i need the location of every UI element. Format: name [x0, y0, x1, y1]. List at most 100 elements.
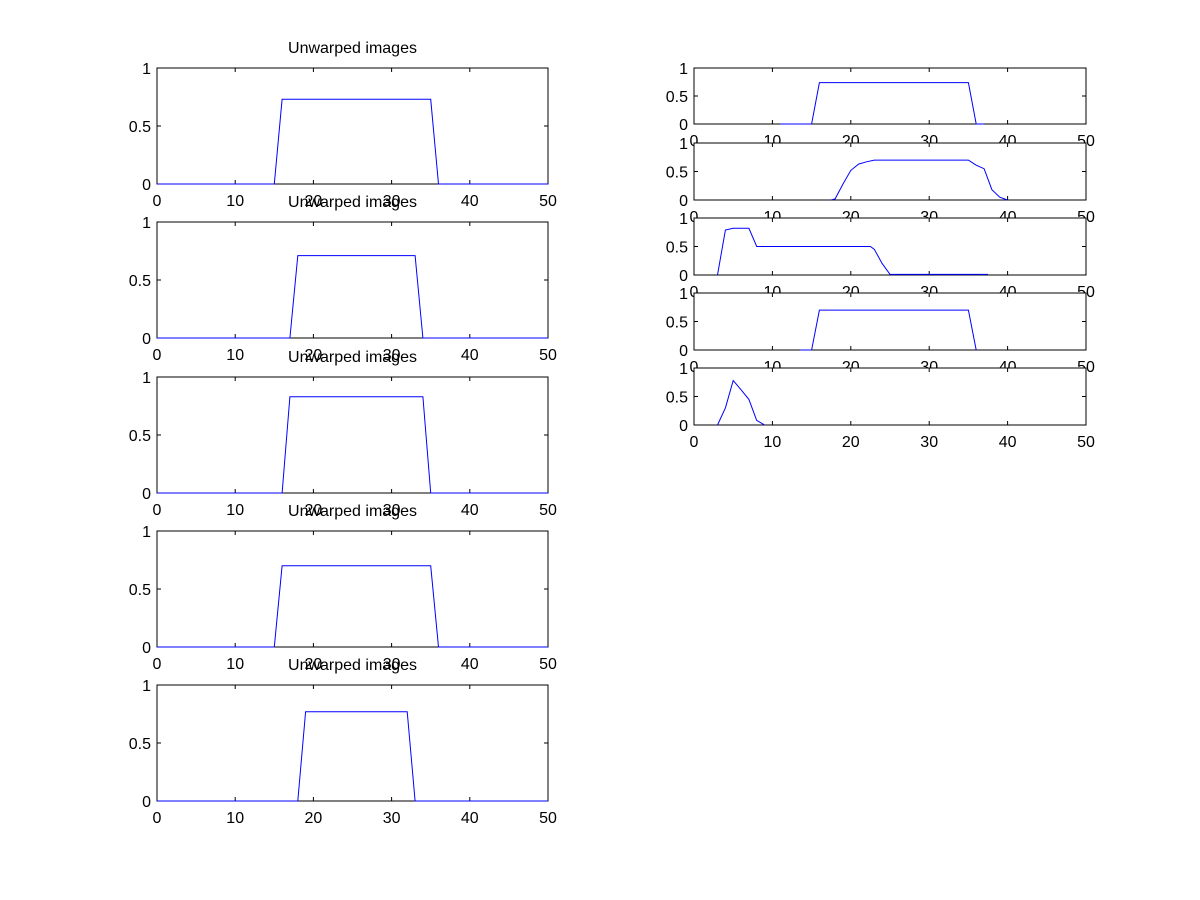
axes-frame [693, 367, 1087, 426]
y-tick-label: 0 [679, 418, 688, 435]
x-tick-label: 50 [539, 810, 557, 827]
x-tick-label: 10 [226, 502, 244, 519]
x-tick-label: 20 [305, 810, 323, 827]
series-line-1 [157, 98, 548, 185]
axes-title: Unwarped images [288, 40, 417, 57]
x-tick-label: 20 [842, 434, 860, 451]
x-tick-label: 10 [764, 434, 782, 451]
y-tick-label: 1 [679, 286, 688, 303]
x-tick-label: 10 [226, 193, 244, 210]
series-line-1 [831, 159, 1008, 201]
axes-frame [156, 684, 549, 802]
y-tick-label: 0 [679, 117, 688, 134]
x-tick-label: 50 [539, 656, 557, 673]
y-tick-label: 0 [142, 331, 151, 348]
series-line-1 [717, 227, 988, 276]
y-tick-label: 1 [142, 524, 151, 541]
x-tick-label: 0 [153, 502, 162, 519]
x-tick-label: 40 [461, 193, 479, 210]
y-tick-label: 0.5 [666, 315, 688, 332]
y-tick-label: 1 [679, 61, 688, 78]
x-tick-label: 0 [690, 133, 699, 150]
x-tick-label: 0 [690, 434, 699, 451]
series-line-1 [157, 711, 548, 802]
axes-panel-10: 0 10 20 30 40 50 0 0.5 1 [666, 361, 1095, 451]
y-tick-label: 0.5 [129, 736, 151, 753]
axes-frame [156, 221, 549, 339]
y-tick-label: 0 [679, 343, 688, 360]
x-tick-label: 30 [383, 347, 401, 364]
x-tick-label: 50 [539, 502, 557, 519]
y-tick-label: 1 [142, 215, 151, 232]
axes-panel-2: 0 10 20 30 40 50 0 0.5 1 Unwarped images [129, 194, 557, 364]
y-tick-label: 1 [679, 361, 688, 378]
x-tick-label: 20 [305, 656, 323, 673]
y-tick-label: 1 [142, 61, 151, 78]
y-tick-label: 1 [679, 136, 688, 153]
x-tick-label: 50 [539, 193, 557, 210]
y-tick-label: 0.5 [129, 119, 151, 136]
x-tick-label: 40 [461, 502, 479, 519]
series-line-1 [780, 82, 985, 125]
y-tick-label: 0 [142, 640, 151, 657]
x-tick-label: 0 [153, 656, 162, 673]
y-tick-label: 0 [142, 794, 151, 811]
axes-frame [156, 530, 549, 648]
y-tick-label: 0 [679, 193, 688, 210]
axes-title: Unwarped images [288, 503, 417, 520]
x-tick-label: 20 [305, 502, 323, 519]
axes-title: Unwarped images [288, 349, 417, 366]
series-line-1 [717, 379, 765, 426]
axes-frame [156, 376, 549, 494]
y-tick-label: 0 [142, 177, 151, 194]
x-tick-label: 0 [153, 810, 162, 827]
y-tick-label: 0.5 [129, 582, 151, 599]
x-tick-label: 10 [226, 347, 244, 364]
x-tick-label: 20 [305, 347, 323, 364]
y-tick-label: 0.5 [666, 89, 688, 106]
x-tick-label: 0 [153, 347, 162, 364]
axes-frame [693, 292, 1087, 351]
axes-title: Unwarped images [288, 657, 417, 674]
y-tick-label: 1 [142, 678, 151, 695]
series-line-1 [799, 309, 977, 351]
x-tick-label: 50 [1077, 434, 1095, 451]
x-tick-label: 30 [383, 193, 401, 210]
y-tick-label: 0.5 [666, 165, 688, 182]
x-tick-label: 10 [226, 810, 244, 827]
x-tick-label: 30 [920, 434, 938, 451]
x-tick-label: 20 [305, 193, 323, 210]
y-tick-label: 0.5 [129, 428, 151, 445]
y-tick-label: 0.5 [666, 390, 688, 407]
x-tick-label: 10 [226, 656, 244, 673]
axes-panel-4: 0 10 20 30 40 50 0 0.5 1 Unwarped images [129, 503, 557, 673]
y-tick-label: 0.5 [666, 240, 688, 257]
series-line-1 [157, 255, 548, 339]
y-tick-label: 1 [679, 211, 688, 228]
axes-frame [693, 217, 1087, 276]
axes-panel-5: 0 10 20 30 40 50 0 0.5 1 Unwarped images [129, 657, 557, 827]
axes-title: Unwarped images [288, 194, 417, 211]
y-tick-label: 0 [679, 268, 688, 285]
x-tick-label: 0 [153, 193, 162, 210]
x-tick-label: 30 [383, 502, 401, 519]
x-tick-label: 40 [461, 347, 479, 364]
series-line-1 [157, 396, 548, 494]
y-tick-label: 0.5 [129, 273, 151, 290]
y-tick-label: 1 [142, 370, 151, 387]
x-tick-label: 40 [461, 810, 479, 827]
series-line-1 [157, 565, 548, 648]
x-tick-label: 30 [383, 656, 401, 673]
x-tick-label: 40 [461, 656, 479, 673]
axes-frame [156, 67, 549, 185]
axes-frame [693, 67, 1087, 125]
axes-frame [693, 142, 1087, 201]
x-tick-label: 40 [999, 434, 1017, 451]
axes-panel-1: 0 10 20 30 40 50 0 0.5 1 Unwarped images [129, 40, 557, 210]
y-tick-label: 0 [142, 486, 151, 503]
